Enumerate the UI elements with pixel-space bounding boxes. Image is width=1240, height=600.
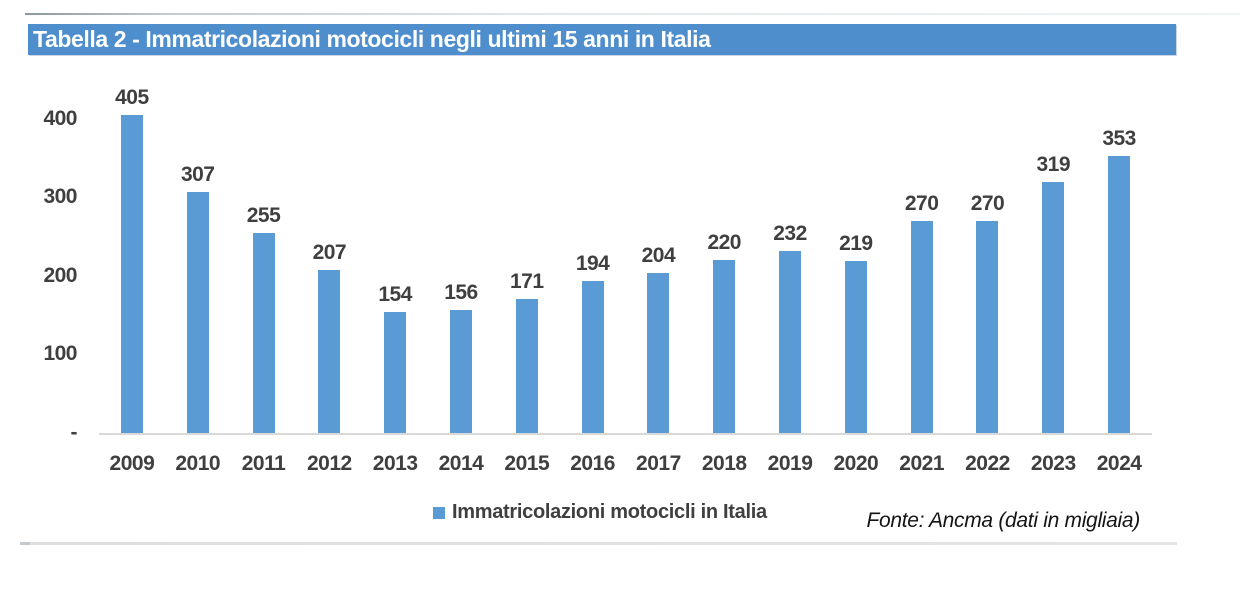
- x-tick-label: 2012: [306, 452, 352, 475]
- data-label: 219: [839, 231, 873, 255]
- bar-column: 207: [296, 0, 362, 433]
- y-tick-label: 400: [43, 106, 77, 130]
- bar-2015: [515, 298, 538, 433]
- source-note: Fonte: Ancma (dati in migliaia): [866, 509, 1140, 532]
- bar-column: 232: [757, 0, 823, 433]
- bar-2019: [779, 250, 802, 433]
- data-label: 171: [510, 269, 544, 293]
- bar-2009: [120, 114, 143, 433]
- data-label: 353: [1102, 126, 1136, 150]
- bar-column: 171: [494, 0, 560, 433]
- top-divider: [25, 13, 1240, 15]
- bar-column: 270: [955, 0, 1021, 433]
- x-tick-label: 2010: [175, 452, 221, 475]
- data-label: 207: [312, 241, 347, 265]
- x-tick-label: 2017: [636, 452, 681, 475]
- bar-column: 220: [691, 0, 757, 433]
- x-axis-line: [99, 433, 1152, 435]
- bar-2014: [449, 310, 472, 433]
- legend-label: Immatricolazioni motocicli in Italia: [452, 501, 767, 523]
- bar-2012: [318, 270, 341, 433]
- bar-2011: [252, 232, 275, 433]
- x-tick-label: 2019: [767, 452, 813, 475]
- bar-2022: [976, 220, 999, 433]
- y-tick-label: 100: [43, 342, 77, 366]
- data-label: 156: [444, 281, 478, 305]
- data-label: 319: [1036, 153, 1071, 177]
- x-axis: 2009 2010 2011 2012 2013 2014 2015 2016 2017 2018…: [99, 451, 1152, 477]
- x-tick-label: 2014: [438, 452, 484, 475]
- legend-swatch-icon: [433, 506, 445, 519]
- data-label: 405: [115, 85, 149, 109]
- plot-area: 405 307 255 207 154 156 171 194 204 220 232 219 270 2…: [99, 0, 1152, 433]
- bar-2023: [1042, 182, 1065, 433]
- bar-column: 154: [362, 0, 428, 433]
- x-tick-label: 2011: [241, 452, 286, 475]
- bar-2018: [713, 260, 736, 433]
- bar-2013: [384, 311, 407, 433]
- x-tick-label: 2009: [109, 452, 155, 475]
- data-label: 220: [707, 231, 741, 255]
- bottom-divider: [20, 542, 1177, 545]
- bar-2016: [581, 280, 604, 433]
- data-label: 204: [641, 243, 676, 267]
- bar-column: 194: [560, 0, 626, 433]
- y-tick-label: -: [70, 421, 78, 444]
- bar-column: 270: [889, 0, 955, 433]
- bar-column: 319: [1020, 0, 1086, 433]
- bar-2024: [1108, 155, 1131, 433]
- y-tick-label: 200: [43, 263, 77, 287]
- bar-2020: [844, 260, 867, 433]
- bar-column: 219: [823, 0, 889, 433]
- y-tick-label: 300: [43, 185, 77, 209]
- data-label: 232: [773, 221, 807, 245]
- x-tick-label: 2022: [965, 452, 1010, 475]
- bar-2021: [910, 220, 933, 433]
- bar-2017: [647, 272, 670, 433]
- data-label: 270: [904, 191, 939, 215]
- bar-column: 307: [165, 0, 231, 433]
- data-label: 255: [246, 203, 281, 227]
- chart-title: Tabella 2 - Immatricolazioni motocicli n…: [33, 26, 711, 52]
- bar-column: 405: [99, 0, 165, 433]
- bar-2010: [186, 191, 209, 433]
- x-tick-label: 2015: [504, 452, 550, 475]
- data-label: 154: [378, 282, 412, 306]
- x-tick-label: 2024: [1096, 452, 1142, 475]
- data-label: 270: [970, 191, 1005, 215]
- x-tick-label: 2023: [1030, 452, 1076, 475]
- x-tick-label: 2013: [372, 452, 418, 475]
- bar-column: 204: [626, 0, 692, 433]
- x-tick-label: 2016: [570, 452, 615, 475]
- bar-column: 353: [1086, 0, 1152, 433]
- x-tick-label: 2021: [899, 452, 945, 475]
- data-label: 194: [575, 251, 610, 275]
- bar-column: 255: [231, 0, 297, 433]
- data-label: 307: [180, 162, 215, 186]
- chart-title-bar: Tabella 2 - Immatricolazioni motocicli n…: [28, 24, 1176, 55]
- x-tick-label: 2020: [833, 452, 879, 475]
- x-tick-label: 2018: [701, 452, 747, 475]
- bar-column: 156: [428, 0, 494, 433]
- legend: Immatricolazioni motocicli in Italia: [433, 501, 767, 524]
